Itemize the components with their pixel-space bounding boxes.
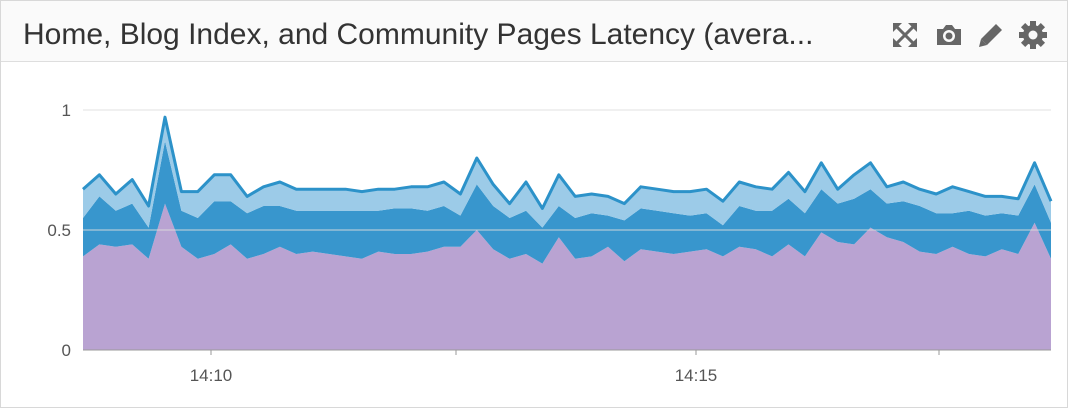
camera-icon[interactable] [933,19,965,51]
widget-header: Home, Blog Index, and Community Pages La… [1,1,1067,62]
area-series-top [83,117,1051,228]
y-tick-label: 0 [62,341,71,360]
chart-area: 0 0.5 1 14:10 14:15 [1,62,1067,407]
x-tick-label: 14:15 [675,366,718,385]
widget-title: Home, Blog Index, and Community Pages La… [23,18,814,51]
y-tick-label: 0.5 [47,221,71,240]
pencil-icon[interactable] [975,19,1007,51]
y-tick-label: 1 [62,101,71,120]
expand-icon[interactable] [889,19,921,51]
latency-chart: 0 0.5 1 14:10 14:15 [47,101,1053,385]
gear-icon[interactable] [1017,19,1049,51]
series-line-top [82,115,1053,210]
area-series-middle [83,141,1051,264]
area-series-bottom [83,203,1051,350]
x-tick-label: 14:10 [190,366,233,385]
